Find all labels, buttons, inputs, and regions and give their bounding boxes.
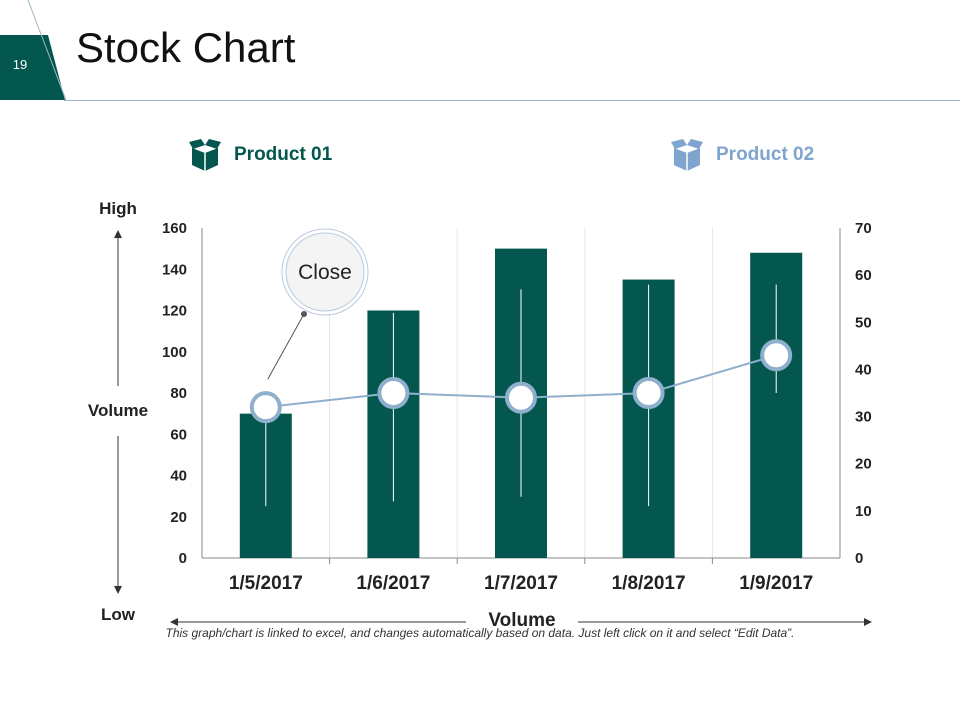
x-tick-label: 1/7/2017 bbox=[484, 573, 558, 594]
label-volume-left: Volume bbox=[88, 401, 148, 420]
legend-item-product-01: Product 01 bbox=[188, 138, 332, 172]
legend-label: Product 01 bbox=[234, 144, 333, 165]
header-divider bbox=[64, 100, 960, 101]
y-right-tick-label: 70 bbox=[855, 220, 872, 237]
close-marker bbox=[632, 377, 665, 409]
footnote: This graph/chart is linked to excel, and… bbox=[165, 626, 795, 640]
callout-dot bbox=[301, 311, 307, 317]
legend-item-product-02: Product 02 bbox=[670, 138, 814, 172]
y-left-tick-label: 0 bbox=[179, 550, 187, 567]
y-left-tick-label: 60 bbox=[170, 426, 187, 443]
close-marker bbox=[377, 377, 410, 409]
x-tick-label: 1/8/2017 bbox=[612, 573, 686, 594]
y-right-tick-label: 60 bbox=[855, 267, 872, 284]
label-low: Low bbox=[101, 605, 136, 624]
label-high: High bbox=[99, 199, 137, 218]
y-left-tick-label: 20 bbox=[170, 509, 187, 526]
close-marker bbox=[760, 339, 793, 372]
y-left-tick-label: 120 bbox=[162, 303, 187, 320]
arrow-down-icon bbox=[114, 586, 122, 594]
x-tick-label: 1/6/2017 bbox=[356, 573, 430, 594]
callout-label: Close bbox=[298, 261, 352, 284]
y-left-tick-label: 160 bbox=[162, 220, 187, 237]
box-icon bbox=[671, 139, 703, 171]
box-icon bbox=[189, 139, 221, 171]
y-left-tick-label: 80 bbox=[170, 385, 187, 402]
x-tick-label: 1/9/2017 bbox=[739, 573, 813, 594]
y-right-tick-label: 10 bbox=[855, 503, 872, 520]
slide-number: 19 bbox=[12, 57, 28, 72]
arrow-up-icon bbox=[114, 230, 122, 238]
y-right-tick-label: 0 bbox=[855, 550, 863, 567]
y-right-tick-label: 20 bbox=[855, 456, 872, 473]
y-right-tick-label: 50 bbox=[855, 314, 872, 331]
page-title: Stock Chart bbox=[76, 24, 296, 71]
y-left-tick-label: 100 bbox=[162, 344, 187, 361]
arrow-right-icon bbox=[864, 618, 872, 626]
close-marker bbox=[505, 381, 537, 414]
callout-bubble bbox=[285, 232, 365, 312]
y-right-tick-label: 40 bbox=[855, 361, 872, 378]
label-volume-bottom: Volume bbox=[488, 610, 555, 631]
legend-label: Product 02 bbox=[716, 144, 815, 165]
arrow-left-icon bbox=[170, 618, 178, 626]
y-right-tick-label: 30 bbox=[855, 409, 872, 426]
y-left-tick-label: 140 bbox=[162, 261, 187, 278]
y-left-tick-label: 40 bbox=[170, 468, 187, 485]
slide-number-tab bbox=[0, 0, 67, 100]
x-tick-label: 1/5/2017 bbox=[229, 573, 303, 594]
callout-leader bbox=[267, 313, 305, 380]
close-marker bbox=[249, 391, 282, 424]
